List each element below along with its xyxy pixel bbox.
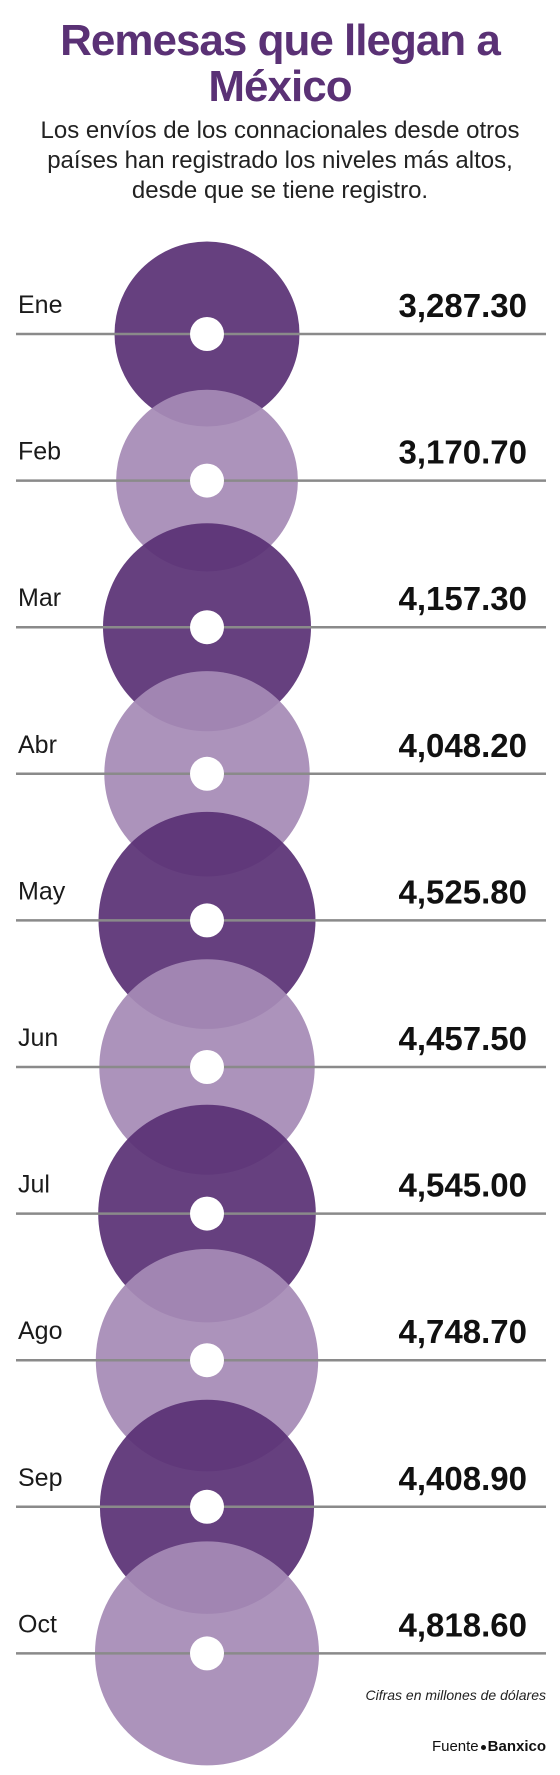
month-label-jul: Jul <box>18 1171 50 1199</box>
center-dot-abr <box>190 756 224 791</box>
center-dot-jun <box>190 1050 224 1084</box>
center-dot-mar <box>190 610 224 645</box>
center-dot-feb <box>190 463 224 498</box>
month-label-ene: Ene <box>18 291 62 319</box>
month-label-abr: Abr <box>18 731 57 759</box>
center-dot-jul <box>190 1196 224 1231</box>
value-label-abr: 4,048.20 <box>399 727 527 764</box>
footnote: Cifras en millones de dólares <box>365 1687 546 1703</box>
page-title: Remesas que llegan a México <box>60 16 501 111</box>
month-label-feb: Feb <box>18 438 61 466</box>
value-label-oct: 4,818.60 <box>399 1606 527 1643</box>
month-label-jun: Jun <box>18 1024 58 1052</box>
value-label-ene: 3,287.30 <box>399 287 527 324</box>
value-label-jun: 4,457.50 <box>399 1020 527 1057</box>
center-dot-ago <box>190 1343 224 1378</box>
source-name: Banxico <box>487 1738 546 1755</box>
row-lines <box>16 332 546 1655</box>
source-dot <box>480 1744 486 1750</box>
center-dot-may <box>190 903 224 938</box>
source-credit: Fuente Banxico <box>432 1738 546 1755</box>
value-label-may: 4,525.80 <box>399 873 527 910</box>
month-label-ago: Ago <box>18 1317 62 1345</box>
value-label-sep: 4,408.90 <box>399 1460 527 1497</box>
page-subtitle: Los envíos de los connacionales desde ot… <box>40 117 520 204</box>
row-labels: Ene 3,287.30 Feb 3,170.70 Mar 4,157.30 Abr 4,04… <box>18 287 527 1643</box>
value-label-jul: 4,545.00 <box>399 1167 527 1204</box>
month-label-sep: Sep <box>18 1464 62 1492</box>
source-label: Fuente <box>431 1738 479 1755</box>
value-label-ago: 4,748.70 <box>399 1313 527 1350</box>
value-label-feb: 3,170.70 <box>399 434 527 471</box>
center-dot-sep <box>190 1489 224 1524</box>
center-dot-ene <box>190 317 224 351</box>
month-label-oct: Oct <box>18 1610 57 1638</box>
month-label-mar: Mar <box>18 584 61 612</box>
center-dot-oct <box>190 1636 224 1671</box>
value-label-mar: 4,157.30 <box>399 580 527 617</box>
center-dots <box>190 317 224 1671</box>
month-label-may: May <box>18 877 66 905</box>
